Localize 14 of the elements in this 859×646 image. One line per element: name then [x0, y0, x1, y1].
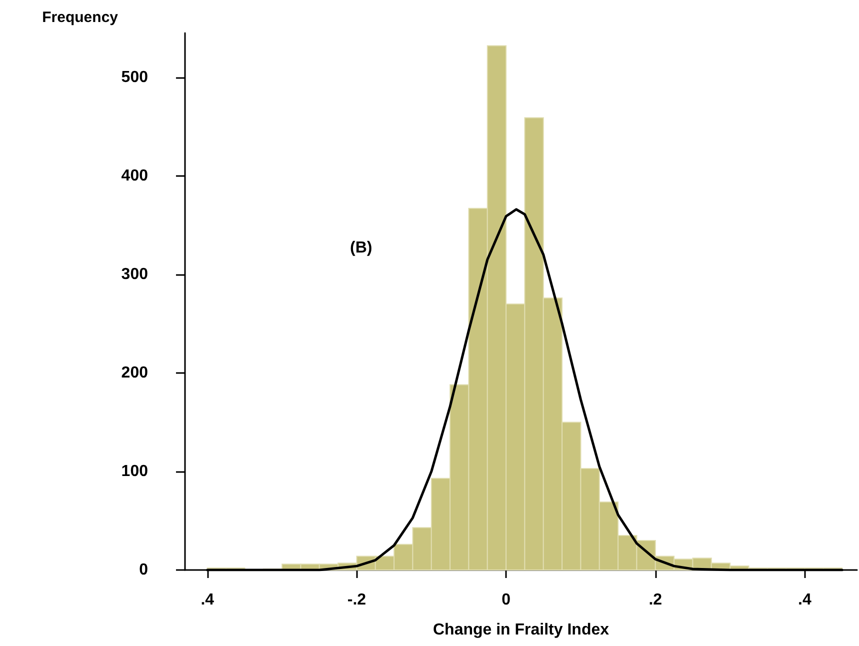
x-tick-label: .4: [200, 592, 214, 608]
x-axis-title: Change in Frailty Index: [432, 622, 610, 638]
x-tick-label: -.2: [347, 592, 366, 608]
y-tick-label: 200: [121, 364, 148, 382]
x-tick-label: 0: [502, 592, 511, 608]
y-tick-label: 500: [121, 68, 148, 86]
x-tick-label: .4: [798, 592, 812, 608]
y-tick-label: 300: [121, 266, 148, 283]
y-tick-label: 100: [121, 462, 148, 480]
annotation: (B): [350, 240, 372, 256]
x-tick-label: .2: [648, 592, 662, 608]
y-tick-label: 0: [139, 562, 148, 578]
y-tick-label: 400: [121, 167, 148, 184]
y-axis-title: Frequency: [42, 9, 119, 26]
